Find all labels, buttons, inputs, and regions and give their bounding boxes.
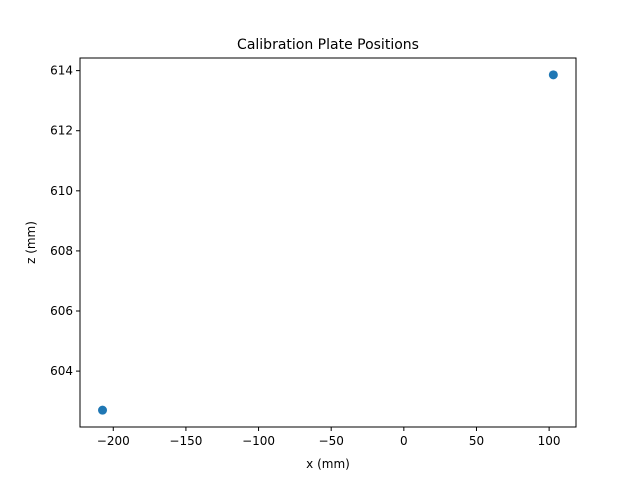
x-tick-label: 0 [400,434,408,448]
chart-title: Calibration Plate Positions [237,37,419,53]
x-axis: −200 −150 −100 −50 0 50 100 [97,427,561,448]
y-tick-label: 608 [50,244,73,258]
x-tick-label: −50 [319,434,344,448]
x-axis-label: x (mm) [306,457,350,471]
y-tick-label: 606 [50,304,73,318]
x-tick-label: −200 [97,434,130,448]
scatter-point [98,405,108,415]
y-tick-label: 612 [50,124,73,138]
y-tick-label: 614 [50,64,73,78]
x-tick-label: 50 [469,434,484,448]
x-tick-label: −150 [169,434,202,448]
y-tick-label: 604 [50,364,73,378]
axes-frame [79,57,577,428]
y-axis-label: z (mm) [24,221,38,264]
y-tick-label: 610 [50,184,73,198]
scatter-point [548,70,558,80]
x-tick-label: 100 [538,434,561,448]
x-tick-label: −100 [242,434,275,448]
plot-area [98,70,558,415]
y-axis: 604 606 608 610 612 614 [50,64,80,378]
